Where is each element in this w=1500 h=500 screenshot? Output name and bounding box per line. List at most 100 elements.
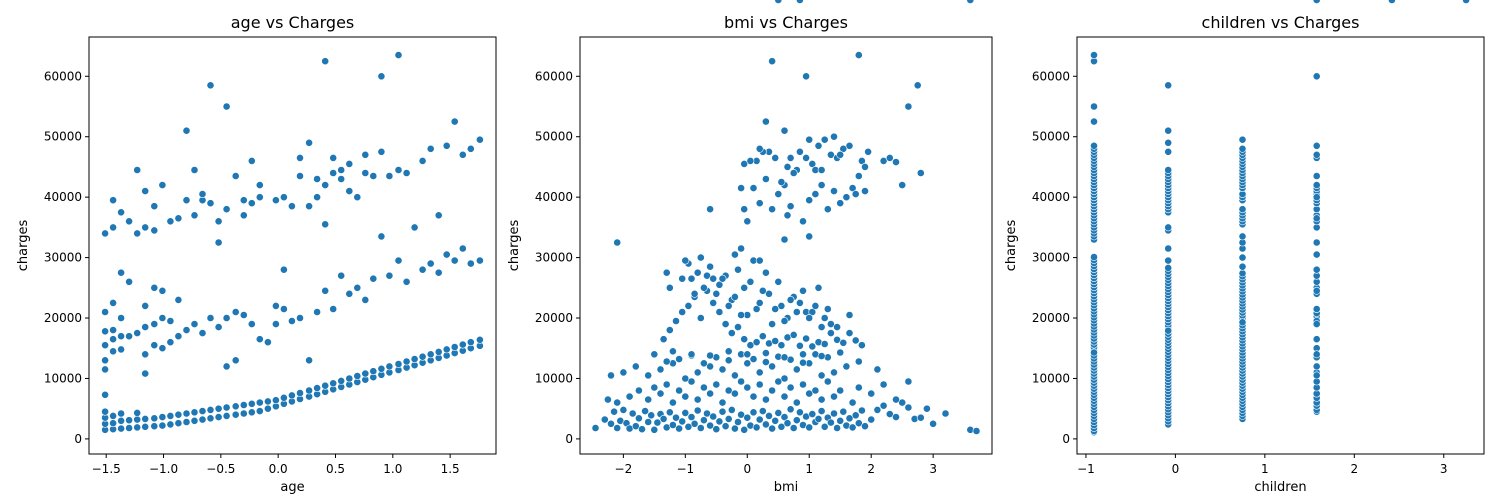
data-point [361,295,370,304]
data-point [700,283,708,292]
data-point [799,350,807,359]
data-point [600,415,609,424]
data-point [740,425,749,434]
x-tick-label: 0.5 [326,462,345,476]
data-point [678,417,687,426]
data-point [206,414,215,423]
data-point [873,365,882,374]
data-point [1238,144,1247,153]
data-point [133,415,142,424]
data-point [190,166,199,174]
data-point [771,305,780,313]
data-point [109,196,117,205]
data-point [125,332,134,341]
data-point [786,405,795,414]
data-point [796,341,804,350]
y-tick-label: 50000 [1032,130,1070,144]
y-tick-label: 20000 [44,311,82,325]
data-point [1312,305,1321,313]
data-point [182,126,191,135]
data-point [836,386,845,395]
data-point [329,305,338,313]
data-point [305,386,313,395]
data-point [771,416,780,425]
data-point [845,414,854,423]
data-point [271,320,280,328]
data-point [858,406,866,415]
data-point [715,417,724,426]
data-point [827,418,835,427]
data-point [892,158,900,166]
data-point [279,305,288,313]
data-point [442,250,451,259]
data-point [681,256,690,265]
data-point [740,283,749,292]
data-point [1312,335,1321,344]
data-point [117,345,125,354]
x-tick-label: 3 [929,462,937,476]
data-point [659,335,668,344]
data-point [805,196,814,205]
data-point [321,57,330,66]
data-point [820,422,829,431]
data-point [755,144,764,153]
data-point [758,332,767,341]
data-point [669,398,677,407]
data-point [762,420,770,429]
data-point [247,399,256,408]
data-point [133,408,142,417]
y-tick-label: 0 [1062,432,1070,446]
data-point [836,416,845,425]
data-point [1312,141,1321,150]
data-point [644,395,653,404]
data-point [607,419,615,428]
data-point [174,214,183,223]
x-tick-label: −1.0 [149,462,178,476]
data-point [255,398,264,407]
data-point [839,144,848,153]
data-point [206,199,215,208]
data-point [765,289,773,298]
data-point [706,351,714,360]
data-point [369,367,378,376]
data-point [827,320,835,328]
data-point [796,0,804,4]
data-point [830,368,838,377]
data-point [182,196,191,205]
data-point [239,211,248,220]
data-point [904,102,913,111]
data-point [353,283,362,292]
data-point [854,383,863,392]
data-point [737,377,745,386]
data-point [394,166,403,174]
data-point [1312,193,1321,202]
data-point [650,425,659,434]
data-point [755,368,764,377]
data-point [864,147,872,156]
data-point [402,169,411,177]
y-tick-label: 60000 [44,69,82,83]
data-point [182,409,191,418]
x-axis-label: bmi [774,480,799,495]
data-point [109,419,117,428]
data-point [780,374,789,383]
data-point [255,335,264,344]
data-point [214,217,223,226]
data-point [749,184,758,192]
data-point [808,410,817,418]
y-axis-label: charges [16,220,31,272]
data-point [141,223,150,232]
data-point [811,386,820,395]
data-point [724,347,733,356]
data-point [727,329,736,337]
data-point [786,383,795,392]
data-point [150,202,159,211]
data-point [696,424,705,432]
data-point [1312,150,1321,159]
data-point [101,407,109,416]
data-point [1238,253,1247,262]
data-point [1312,371,1321,380]
data-point [117,416,125,425]
data-point [101,365,109,374]
data-point [604,395,612,404]
